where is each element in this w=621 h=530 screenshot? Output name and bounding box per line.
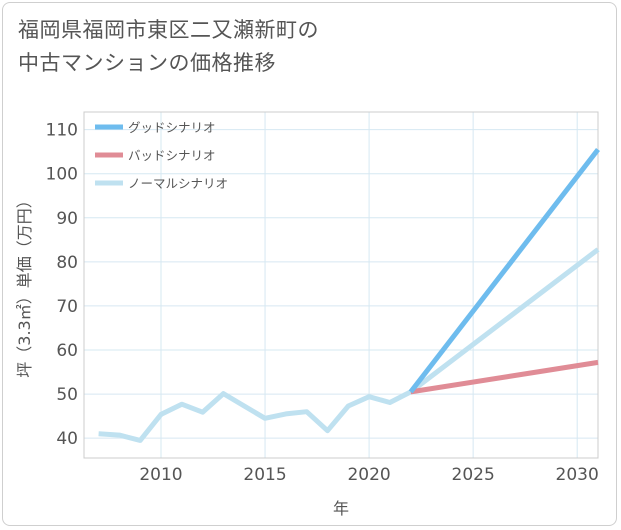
- y-tick-60: 60: [56, 341, 78, 361]
- grid-lines: [84, 112, 598, 458]
- y-tick-labels: 40 50 60 70 80 90 100 110: [46, 121, 78, 450]
- x-tick-2015: 2015: [243, 465, 286, 485]
- series-line-0: [408, 147, 600, 394]
- x-tick-labels: 2010 2015 2020 2025 2030: [139, 465, 598, 485]
- y-tick-80: 80: [56, 253, 78, 273]
- x-axis-label: 年: [333, 499, 349, 518]
- chart-title-line-2: 中古マンションの価格推移: [18, 51, 276, 75]
- x-tick-2030: 2030: [556, 465, 599, 485]
- y-tick-90: 90: [56, 209, 78, 229]
- x-tick-2020: 2020: [347, 465, 390, 485]
- y-tick-70: 70: [56, 297, 78, 317]
- chart-card: [2, 2, 617, 526]
- y-tick-100: 100: [46, 165, 78, 185]
- x-tick-2025: 2025: [452, 465, 495, 485]
- plot-area-frame: [83, 111, 599, 459]
- chart-title: 福岡県福岡市東区二又瀬新町の 中古マンションの価格推移: [18, 14, 458, 80]
- series-layer: [98, 147, 600, 443]
- legend-label-0: グッドシナリオ: [128, 120, 216, 135]
- chart-title-line-1: 福岡県福岡市東区二又瀬新町の: [18, 18, 319, 42]
- series-line-1: [410, 359, 599, 395]
- y-tick-50: 50: [56, 385, 78, 405]
- series-line-2: [98, 247, 600, 443]
- x-tick-2010: 2010: [139, 465, 182, 485]
- y-tick-110: 110: [46, 121, 78, 141]
- legend-label-1: バッドシナリオ: [128, 148, 216, 163]
- legend-label-2: ノーマルシナリオ: [128, 176, 228, 191]
- y-tick-40: 40: [56, 429, 78, 449]
- y-axis-label: 坪（3.3㎡）単価（万円）: [15, 192, 34, 377]
